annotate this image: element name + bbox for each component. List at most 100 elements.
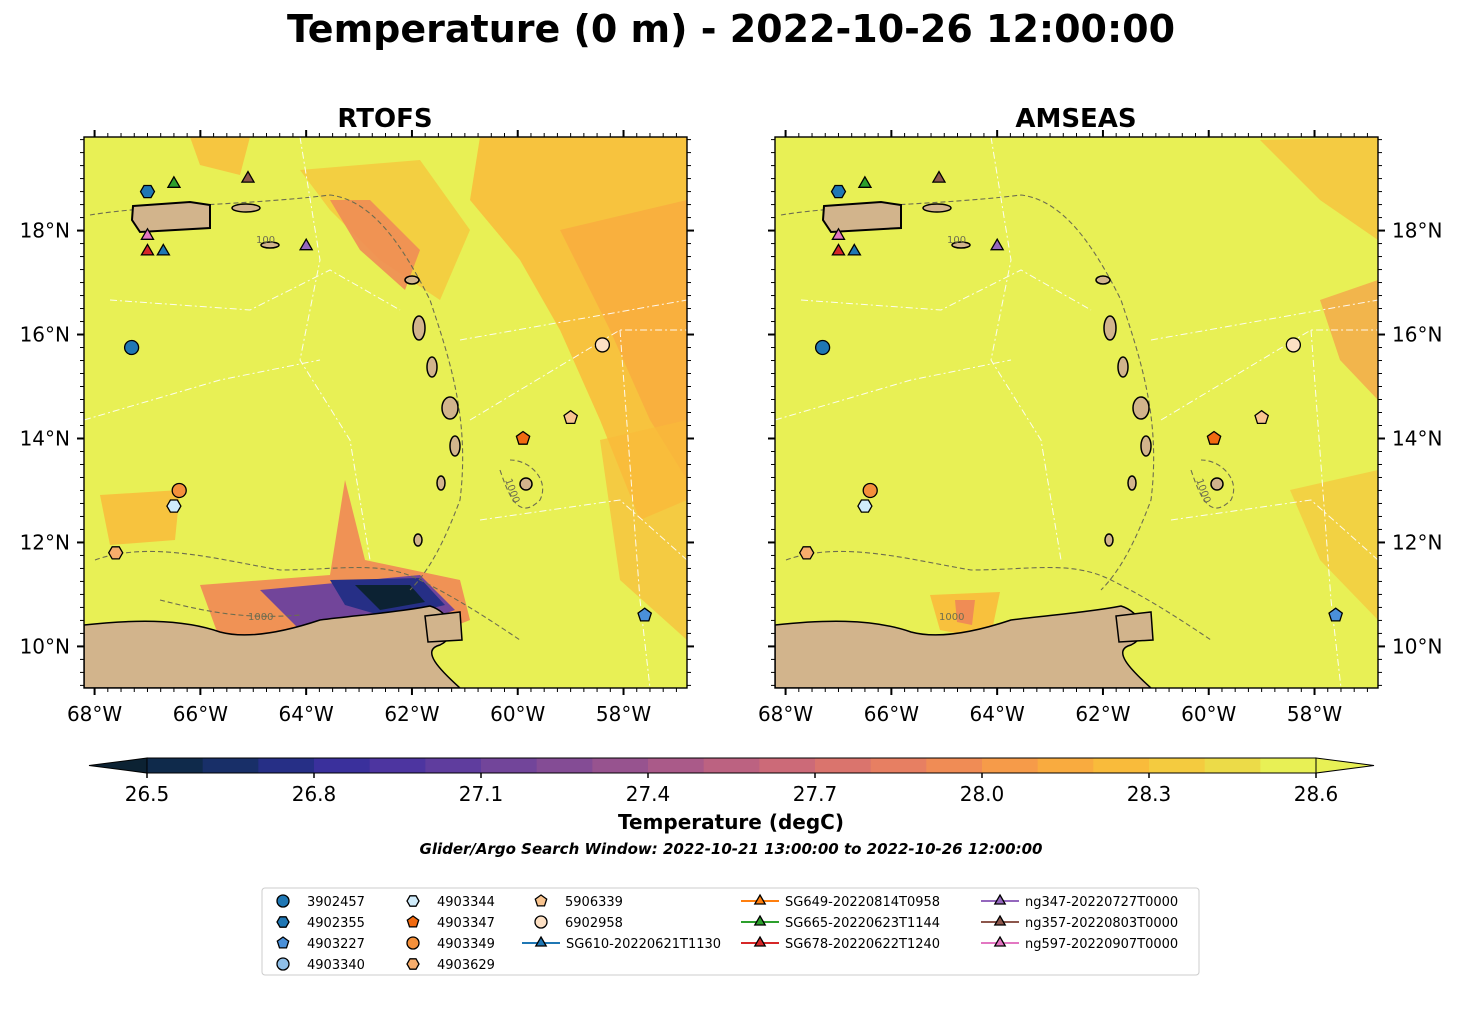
- legend-label: 4903227: [307, 937, 365, 952]
- panel-title-amseas: AMSEAS: [1015, 104, 1136, 134]
- y-tick-label: 10°N: [1392, 634, 1442, 658]
- marker-4902355: [139, 184, 156, 199]
- marker-SG610-20220621T1130: [156, 243, 171, 256]
- legend-box: [261, 887, 1200, 976]
- legend: 3902457 4902355 4903227 4903340 4903344 49033…: [261, 887, 1200, 976]
- legend-item-ng357-20220803T0000: ng357-20220803T0000: [981, 914, 1178, 931]
- x-tick-label: 60°W: [490, 702, 545, 726]
- colorbar-cell: [314, 758, 371, 773]
- y-tick-label: 16°N: [20, 323, 70, 347]
- legend-item-4903340: 4903340: [276, 957, 365, 973]
- colorbar-cell: [202, 758, 259, 773]
- contour-label: 100: [947, 235, 966, 246]
- marker-ng597-20220907T0000: [140, 227, 155, 240]
- y-tick-label: 14°N: [1392, 426, 1442, 450]
- eez-boundaries: [84, 137, 687, 688]
- x-tick-label: 66°W: [864, 702, 919, 726]
- marker-ng347-20220727T0000: [989, 237, 1005, 251]
- colorbar-cell: [1204, 758, 1261, 773]
- colorbar-cell: [982, 758, 1039, 773]
- x-tick-label: 58°W: [1287, 702, 1342, 726]
- legend-label: SG678-20220622T1240: [785, 937, 940, 952]
- colorbar-cell: [1037, 758, 1094, 773]
- marker-4903344: [166, 499, 182, 513]
- legend-item-SG678-20220622T1240: SG678-20220622T1240: [741, 935, 940, 952]
- legend-item-4903344: 4903344: [406, 895, 495, 910]
- marker-ng347-20220727T0000: [298, 237, 314, 251]
- colorbar-tick-label: 27.7: [793, 782, 838, 806]
- legend-symbol: [406, 936, 420, 950]
- marker-4903344: [857, 499, 873, 513]
- legend-symbol: [276, 916, 290, 928]
- x-tick-label: 68°W: [67, 702, 122, 726]
- y-tick-label: 18°N: [1392, 219, 1442, 243]
- marker-4903629: [798, 546, 815, 560]
- map-panel-rtofs: 100 1000 1000 68°W 66°W 64°W 62°W 60°W 58°W 1…: [20, 130, 694, 726]
- colorbar-cell: [815, 758, 872, 773]
- marker-ng357-20220803T0000: [931, 170, 947, 183]
- x-tick-label: 66°W: [173, 702, 228, 726]
- marker-5906339: [563, 409, 579, 425]
- colorbar-cell: [258, 758, 315, 773]
- x-tick-label: 64°W: [970, 702, 1025, 726]
- legend-item-SG665-20220623T1144: SG665-20220623T1144: [741, 914, 940, 931]
- colorbar-cell: [1149, 758, 1206, 773]
- legend-label: SG610-20220621T1130: [566, 937, 721, 952]
- marker-SG665-20220623T1144: [166, 175, 182, 188]
- colorbar-tick-label: 26.5: [125, 782, 170, 806]
- marker-6902958: [1285, 337, 1302, 353]
- y-tick-label: 10°N: [20, 634, 70, 658]
- legend-label: ng347-20220727T0000: [1025, 895, 1178, 910]
- legend-label: ng357-20220803T0000: [1025, 916, 1178, 931]
- legend-label: 4902355: [307, 916, 365, 931]
- coastline-south-america: [84, 605, 462, 688]
- colorbar-cell: [703, 758, 760, 773]
- colorbar-cell: [926, 758, 983, 773]
- legend-item-4902355: 4902355: [276, 916, 365, 931]
- y-tick-label: 14°N: [20, 426, 70, 450]
- colorbar: 26.5 26.8 27.1 27.4 27.7 28.0 28.3 28.6 Tempera…: [88, 757, 1375, 834]
- marker-SG678-20220622T1240: [831, 243, 846, 256]
- legend-label: 3902457: [307, 895, 365, 910]
- colorbar-label: Temperature (degC): [618, 810, 844, 834]
- coastline-south-america: [775, 605, 1153, 688]
- legend-symbol: [753, 893, 767, 905]
- legend-item-6902958: 6902958: [534, 915, 623, 931]
- legend-label: 6902958: [565, 916, 623, 931]
- legend-item-5906339: 5906339: [534, 894, 623, 910]
- x-tick-label: 60°W: [1181, 702, 1236, 726]
- colorbar-tick-label: 28.6: [1294, 782, 1339, 806]
- island-puerto-rico: [130, 200, 211, 234]
- colorbar-cell: [369, 758, 426, 773]
- marker-5906339: [1254, 409, 1270, 425]
- island-trinidad: [1115, 611, 1154, 643]
- colorbar-cell: [870, 758, 927, 773]
- island-chain: [231, 203, 533, 547]
- contour-label: 1000: [939, 612, 964, 623]
- y-tick-label: 18°N: [20, 219, 70, 243]
- legend-item-SG649-20220814T0958: SG649-20220814T0958: [741, 893, 940, 910]
- legend-symbol: [406, 958, 420, 970]
- marker-3902457: [123, 339, 140, 356]
- marker-4903349: [171, 482, 187, 499]
- contour-label: 1000: [248, 612, 273, 623]
- colorbar-tick-label: 27.4: [626, 782, 671, 806]
- legend-symbol: [276, 936, 290, 949]
- marker-4902355: [830, 184, 847, 199]
- legend-symbol: [753, 914, 767, 926]
- colorbar-cell: [536, 758, 593, 773]
- x-tick-label: 58°W: [596, 702, 651, 726]
- eez-boundaries: [775, 137, 1378, 688]
- legend-item-4903227: 4903227: [276, 936, 365, 952]
- island-puerto-rico: [821, 200, 902, 234]
- contour-lines: [780, 194, 1235, 641]
- legend-item-4903629: 4903629: [406, 958, 495, 973]
- x-tick-label: 62°W: [1075, 702, 1130, 726]
- island-chain: [922, 203, 1224, 547]
- island-trinidad: [424, 611, 463, 643]
- marker-4903347: [1206, 430, 1222, 445]
- colorbar-cell: [648, 758, 705, 773]
- figure-title: Temperature (0 m) - 2022-10-26 12:00:00: [287, 7, 1175, 51]
- legend-item-4903347: 4903347: [406, 915, 495, 931]
- colorbar-cell: [759, 758, 816, 773]
